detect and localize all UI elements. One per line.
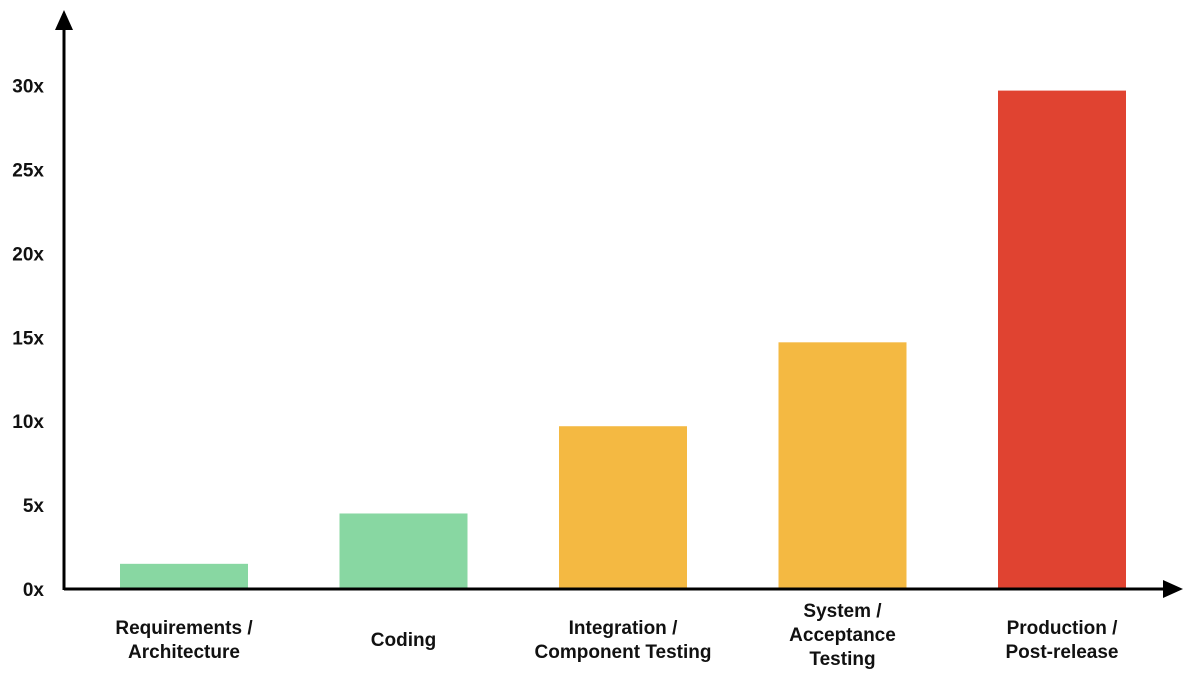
bar-0 (120, 563, 248, 589)
bar-4 (998, 90, 1126, 590)
y-tick-label: 5x (23, 496, 45, 517)
x-category-label-line: Coding (371, 630, 436, 651)
bar-3 (778, 342, 907, 589)
x-category-label-line: Component Testing (535, 642, 712, 663)
x-category-label-line: Requirements / (115, 618, 253, 639)
y-tick-label: 0x (23, 580, 45, 601)
x-category-label-line: Integration / (569, 618, 678, 639)
x-category-label-line: System / (803, 601, 882, 622)
y-tick-label: 20x (12, 244, 44, 265)
y-tick-label: 15x (12, 328, 44, 349)
y-tick-label: 30x (12, 77, 44, 98)
x-axis-arrow-icon (1163, 580, 1183, 598)
y-axis-arrow-icon (55, 10, 73, 30)
y-tick-label: 25x (12, 160, 44, 181)
bar-2 (559, 426, 687, 589)
x-category-label: Production / Post-release (1005, 618, 1118, 663)
x-category-label-line: Post-release (1005, 642, 1118, 663)
y-axis-ticks: 0x 5x 10x 15x 20x 25x 30x (12, 77, 44, 601)
x-category-label-line: Acceptance (789, 625, 896, 646)
x-category-label-line: Architecture (128, 642, 240, 663)
x-category-label-line: Production / (1007, 618, 1119, 639)
x-category-label: System / Acceptance Testing (789, 601, 896, 670)
x-category-label-line: Testing (809, 649, 875, 670)
x-category-label: Requirements / Architecture (115, 618, 253, 663)
bar-1 (339, 513, 468, 589)
x-category-label: Integration / Component Testing (535, 618, 712, 663)
x-category-label: Coding (371, 630, 436, 651)
y-tick-label: 10x (12, 412, 44, 433)
x-axis-category-labels: Requirements / Architecture Coding Integrat… (115, 601, 1118, 670)
bars-group (120, 90, 1126, 590)
